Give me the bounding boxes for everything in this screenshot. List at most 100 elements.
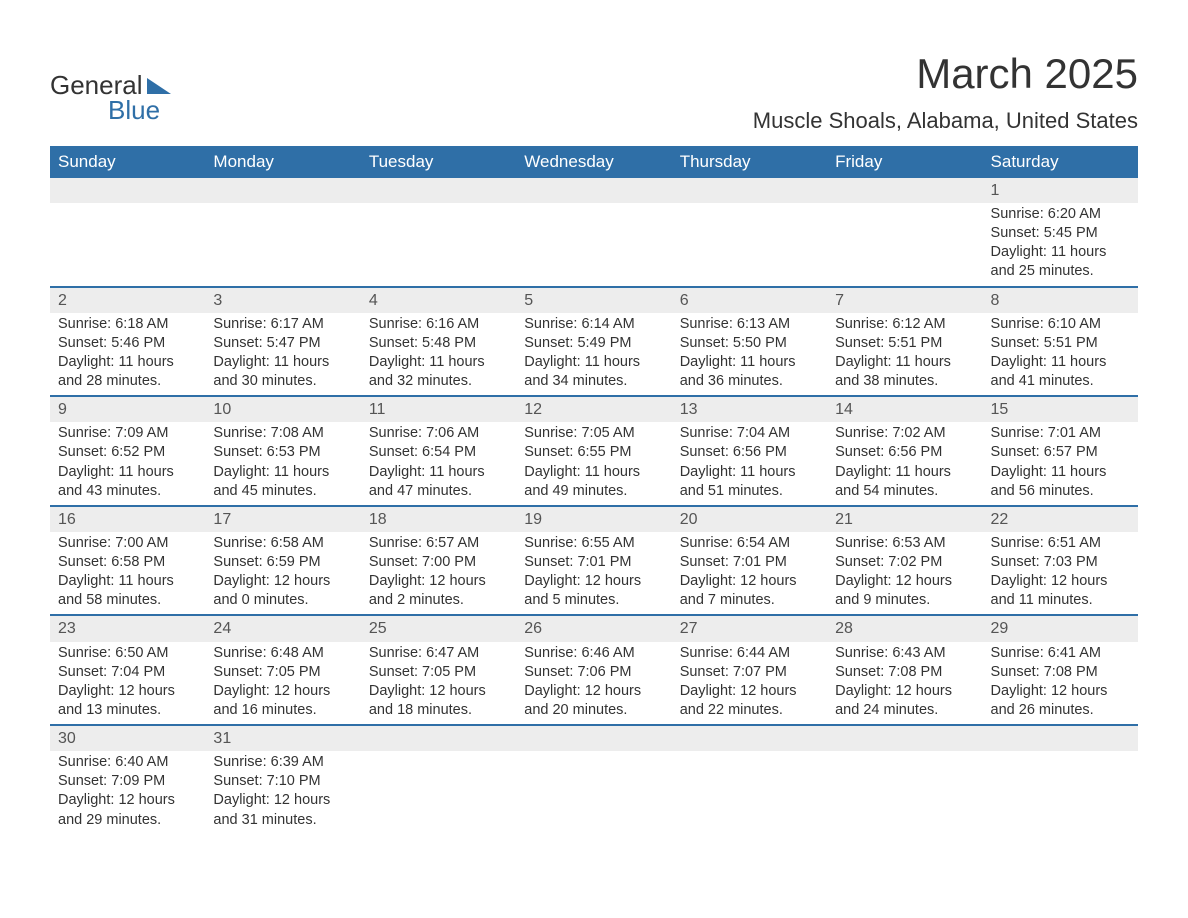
day-number bbox=[50, 178, 205, 203]
calendar-day-cell: 5Sunrise: 6:14 AMSunset: 5:49 PMDaylight… bbox=[516, 287, 671, 397]
column-header: Wednesday bbox=[516, 146, 671, 178]
calendar-day-cell bbox=[516, 725, 671, 834]
sunrise-line: Sunrise: 7:06 AM bbox=[369, 424, 508, 443]
calendar-week-row: 2Sunrise: 6:18 AMSunset: 5:46 PMDaylight… bbox=[50, 287, 1138, 397]
sunrise-line: Sunrise: 6:41 AM bbox=[991, 644, 1130, 663]
calendar-day-cell: 22Sunrise: 6:51 AMSunset: 7:03 PMDayligh… bbox=[983, 506, 1138, 616]
sunset-line: Sunset: 5:45 PM bbox=[991, 224, 1130, 243]
daylight-line: Daylight: 11 hours and 47 minutes. bbox=[369, 463, 508, 501]
day-details: Sunrise: 6:17 AMSunset: 5:47 PMDaylight:… bbox=[205, 313, 360, 396]
sunrise-line: Sunrise: 6:50 AM bbox=[58, 644, 197, 663]
daylight-line: Daylight: 11 hours and 54 minutes. bbox=[835, 463, 974, 501]
calendar-day-cell: 12Sunrise: 7:05 AMSunset: 6:55 PMDayligh… bbox=[516, 396, 671, 506]
day-number: 27 bbox=[672, 616, 827, 641]
sunset-line: Sunset: 7:02 PM bbox=[835, 553, 974, 572]
day-details: Sunrise: 6:10 AMSunset: 5:51 PMDaylight:… bbox=[983, 313, 1138, 396]
day-details bbox=[827, 751, 982, 757]
calendar-day-cell: 28Sunrise: 6:43 AMSunset: 7:08 PMDayligh… bbox=[827, 615, 982, 725]
column-header: Sunday bbox=[50, 146, 205, 178]
calendar-week-row: 9Sunrise: 7:09 AMSunset: 6:52 PMDaylight… bbox=[50, 396, 1138, 506]
calendar-day-cell: 11Sunrise: 7:06 AMSunset: 6:54 PMDayligh… bbox=[361, 396, 516, 506]
daylight-line: Daylight: 12 hours and 26 minutes. bbox=[991, 682, 1130, 720]
day-details: Sunrise: 6:51 AMSunset: 7:03 PMDaylight:… bbox=[983, 532, 1138, 615]
calendar-day-cell bbox=[672, 725, 827, 834]
day-details: Sunrise: 7:09 AMSunset: 6:52 PMDaylight:… bbox=[50, 422, 205, 505]
sunset-line: Sunset: 5:48 PM bbox=[369, 334, 508, 353]
day-number: 25 bbox=[361, 616, 516, 641]
day-number: 8 bbox=[983, 288, 1138, 313]
sunrise-line: Sunrise: 6:40 AM bbox=[58, 753, 197, 772]
sunset-line: Sunset: 7:00 PM bbox=[369, 553, 508, 572]
sunset-line: Sunset: 6:59 PM bbox=[213, 553, 352, 572]
logo: General Blue bbox=[50, 70, 171, 126]
day-number: 1 bbox=[983, 178, 1138, 203]
day-number bbox=[205, 178, 360, 203]
day-number: 26 bbox=[516, 616, 671, 641]
day-details: Sunrise: 7:06 AMSunset: 6:54 PMDaylight:… bbox=[361, 422, 516, 505]
calendar-day-cell: 1Sunrise: 6:20 AMSunset: 5:45 PMDaylight… bbox=[983, 178, 1138, 287]
day-details: Sunrise: 6:55 AMSunset: 7:01 PMDaylight:… bbox=[516, 532, 671, 615]
calendar-day-cell: 13Sunrise: 7:04 AMSunset: 6:56 PMDayligh… bbox=[672, 396, 827, 506]
sunset-line: Sunset: 7:06 PM bbox=[524, 663, 663, 682]
sunrise-line: Sunrise: 6:43 AM bbox=[835, 644, 974, 663]
day-details: Sunrise: 6:39 AMSunset: 7:10 PMDaylight:… bbox=[205, 751, 360, 834]
day-number: 4 bbox=[361, 288, 516, 313]
location-text: Muscle Shoals, Alabama, United States bbox=[753, 108, 1138, 134]
sunrise-line: Sunrise: 7:02 AM bbox=[835, 424, 974, 443]
sunrise-line: Sunrise: 6:16 AM bbox=[369, 315, 508, 334]
sunrise-line: Sunrise: 6:20 AM bbox=[991, 205, 1130, 224]
sunset-line: Sunset: 5:50 PM bbox=[680, 334, 819, 353]
day-number: 21 bbox=[827, 507, 982, 532]
calendar-day-cell: 31Sunrise: 6:39 AMSunset: 7:10 PMDayligh… bbox=[205, 725, 360, 834]
daylight-line: Daylight: 11 hours and 56 minutes. bbox=[991, 463, 1130, 501]
sunrise-line: Sunrise: 6:51 AM bbox=[991, 534, 1130, 553]
calendar-day-cell: 2Sunrise: 6:18 AMSunset: 5:46 PMDaylight… bbox=[50, 287, 205, 397]
day-number: 3 bbox=[205, 288, 360, 313]
daylight-line: Daylight: 12 hours and 9 minutes. bbox=[835, 572, 974, 610]
day-number bbox=[361, 726, 516, 751]
column-header: Friday bbox=[827, 146, 982, 178]
day-details: Sunrise: 6:50 AMSunset: 7:04 PMDaylight:… bbox=[50, 642, 205, 725]
logo-text-blue: Blue bbox=[108, 95, 160, 126]
calendar-day-cell: 18Sunrise: 6:57 AMSunset: 7:00 PMDayligh… bbox=[361, 506, 516, 616]
calendar-day-cell: 8Sunrise: 6:10 AMSunset: 5:51 PMDaylight… bbox=[983, 287, 1138, 397]
calendar-day-cell: 6Sunrise: 6:13 AMSunset: 5:50 PMDaylight… bbox=[672, 287, 827, 397]
calendar-day-cell: 17Sunrise: 6:58 AMSunset: 6:59 PMDayligh… bbox=[205, 506, 360, 616]
sunrise-line: Sunrise: 7:01 AM bbox=[991, 424, 1130, 443]
day-details: Sunrise: 6:16 AMSunset: 5:48 PMDaylight:… bbox=[361, 313, 516, 396]
calendar-day-cell: 16Sunrise: 7:00 AMSunset: 6:58 PMDayligh… bbox=[50, 506, 205, 616]
day-details: Sunrise: 6:57 AMSunset: 7:00 PMDaylight:… bbox=[361, 532, 516, 615]
day-details: Sunrise: 6:40 AMSunset: 7:09 PMDaylight:… bbox=[50, 751, 205, 834]
daylight-line: Daylight: 11 hours and 43 minutes. bbox=[58, 463, 197, 501]
sunrise-line: Sunrise: 6:12 AM bbox=[835, 315, 974, 334]
day-details: Sunrise: 6:47 AMSunset: 7:05 PMDaylight:… bbox=[361, 642, 516, 725]
day-number: 13 bbox=[672, 397, 827, 422]
calendar-day-cell: 10Sunrise: 7:08 AMSunset: 6:53 PMDayligh… bbox=[205, 396, 360, 506]
calendar-day-cell bbox=[50, 178, 205, 287]
daylight-line: Daylight: 12 hours and 20 minutes. bbox=[524, 682, 663, 720]
day-number: 14 bbox=[827, 397, 982, 422]
day-details: Sunrise: 7:04 AMSunset: 6:56 PMDaylight:… bbox=[672, 422, 827, 505]
calendar-week-row: 16Sunrise: 7:00 AMSunset: 6:58 PMDayligh… bbox=[50, 506, 1138, 616]
daylight-line: Daylight: 11 hours and 28 minutes. bbox=[58, 353, 197, 391]
calendar-day-cell bbox=[983, 725, 1138, 834]
sunrise-line: Sunrise: 6:58 AM bbox=[213, 534, 352, 553]
day-number: 15 bbox=[983, 397, 1138, 422]
day-number: 11 bbox=[361, 397, 516, 422]
sunrise-line: Sunrise: 6:13 AM bbox=[680, 315, 819, 334]
calendar-day-cell: 19Sunrise: 6:55 AMSunset: 7:01 PMDayligh… bbox=[516, 506, 671, 616]
daylight-line: Daylight: 12 hours and 31 minutes. bbox=[213, 791, 352, 829]
day-details: Sunrise: 6:41 AMSunset: 7:08 PMDaylight:… bbox=[983, 642, 1138, 725]
calendar-day-cell bbox=[827, 178, 982, 287]
sunset-line: Sunset: 5:49 PM bbox=[524, 334, 663, 353]
calendar-week-row: 23Sunrise: 6:50 AMSunset: 7:04 PMDayligh… bbox=[50, 615, 1138, 725]
day-details: Sunrise: 7:08 AMSunset: 6:53 PMDaylight:… bbox=[205, 422, 360, 505]
day-details: Sunrise: 6:53 AMSunset: 7:02 PMDaylight:… bbox=[827, 532, 982, 615]
day-details: Sunrise: 7:00 AMSunset: 6:58 PMDaylight:… bbox=[50, 532, 205, 615]
day-number bbox=[516, 726, 671, 751]
daylight-line: Daylight: 11 hours and 51 minutes. bbox=[680, 463, 819, 501]
daylight-line: Daylight: 11 hours and 38 minutes. bbox=[835, 353, 974, 391]
calendar-day-cell: 26Sunrise: 6:46 AMSunset: 7:06 PMDayligh… bbox=[516, 615, 671, 725]
header: General Blue March 2025 Muscle Shoals, A… bbox=[50, 50, 1138, 134]
sunset-line: Sunset: 6:58 PM bbox=[58, 553, 197, 572]
